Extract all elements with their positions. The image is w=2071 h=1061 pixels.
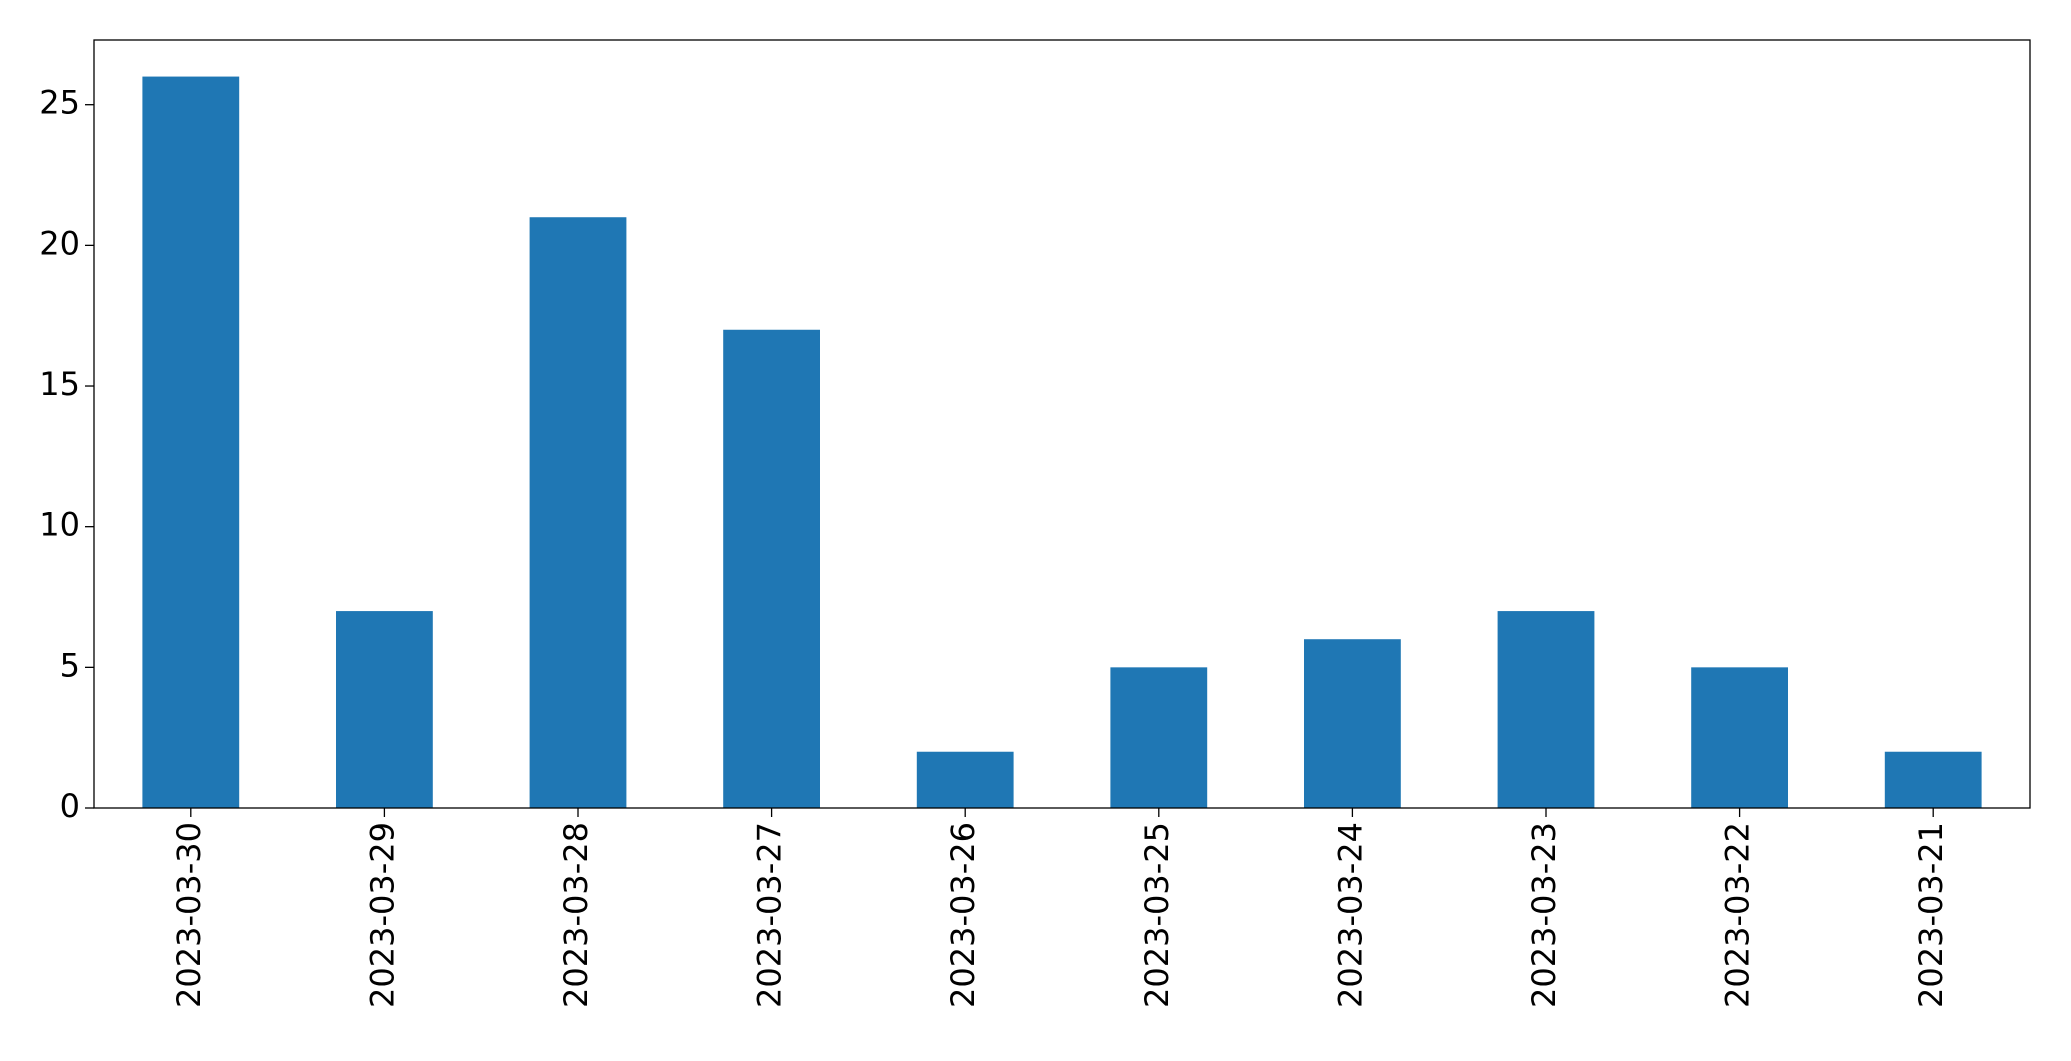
bar	[1304, 639, 1401, 808]
x-tick-label: 2023-03-29	[363, 822, 401, 1008]
x-tick-label: 2023-03-30	[170, 822, 208, 1008]
x-tick-label: 2023-03-24	[1331, 822, 1369, 1008]
bar	[336, 611, 433, 808]
x-tick-label: 2023-03-21	[1912, 822, 1950, 1008]
bar	[1110, 667, 1208, 808]
y-tick-label: 25	[39, 84, 80, 122]
y-tick-label: 20	[39, 224, 80, 262]
y-tick-label: 10	[39, 506, 80, 544]
x-tick-label: 2023-03-28	[557, 822, 595, 1008]
x-tick-label: 2023-03-25	[1138, 822, 1176, 1008]
x-tick-label: 2023-03-22	[1719, 822, 1757, 1008]
bar	[529, 217, 627, 808]
y-tick-label: 5	[60, 646, 80, 684]
bar	[723, 329, 820, 808]
x-tick-label: 2023-03-27	[751, 822, 789, 1008]
bar	[1691, 667, 1788, 808]
y-tick-label: 15	[39, 365, 80, 403]
x-tick-label: 2023-03-26	[944, 822, 982, 1008]
bar	[916, 751, 1014, 808]
y-tick-label: 0	[60, 787, 80, 825]
bar	[142, 76, 240, 809]
bar	[1497, 611, 1595, 808]
plot-frame	[93, 39, 2031, 809]
bar	[1884, 751, 1982, 808]
x-tick-label: 2023-03-23	[1525, 822, 1563, 1008]
